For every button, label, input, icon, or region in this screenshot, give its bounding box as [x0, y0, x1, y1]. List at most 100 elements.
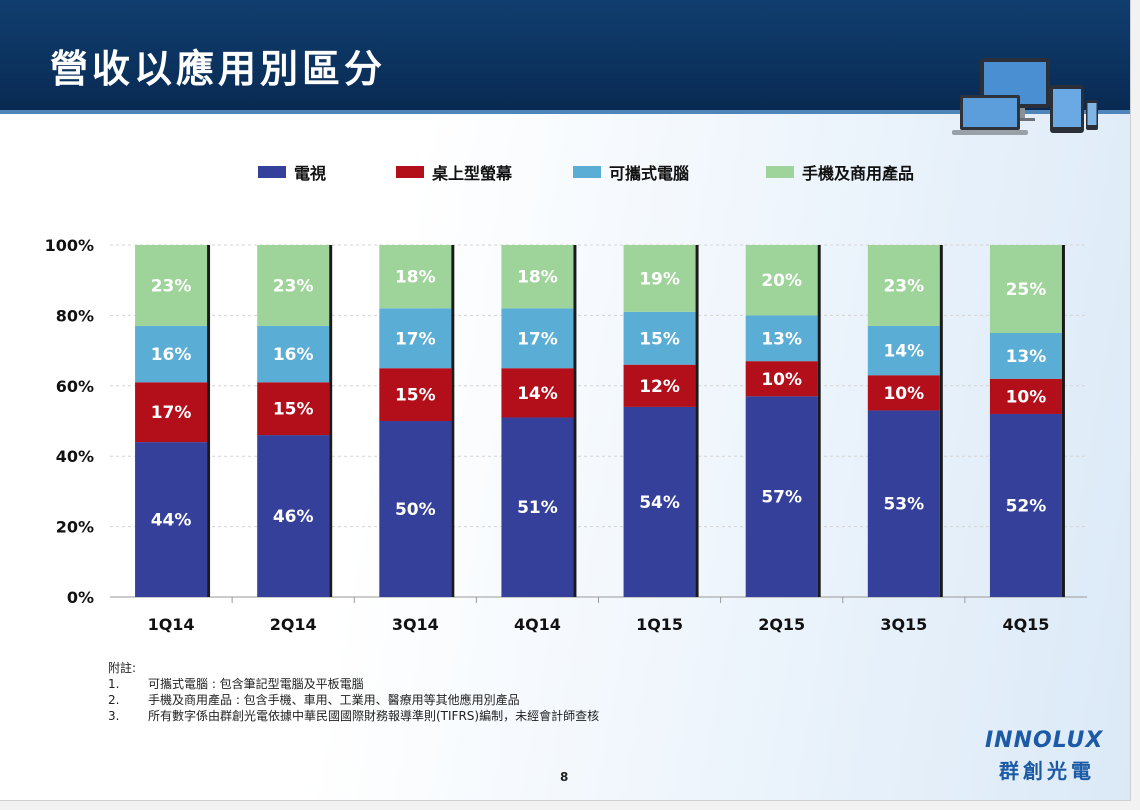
- x-tick-label: 1Q14: [148, 615, 195, 634]
- legend-label-mobile-commercial: 手機及商用產品: [802, 164, 915, 183]
- bar-segment: [379, 368, 452, 421]
- data-label: 23%: [151, 276, 192, 296]
- devices-icon: [952, 58, 1098, 135]
- y-tick-label: 80%: [56, 306, 94, 325]
- bar-segment: [379, 421, 452, 597]
- bar-shadow: [695, 245, 699, 597]
- bar-segment: [379, 245, 452, 309]
- data-label: 57%: [761, 488, 802, 508]
- data-label: 18%: [395, 268, 436, 288]
- company-logo: INNOLUX 群創光電: [985, 728, 1105, 788]
- page-number: 8: [560, 770, 569, 784]
- logo-wordmark: INNOLUX: [985, 728, 1104, 753]
- data-label: 54%: [639, 493, 680, 513]
- x-tick-label: 2Q14: [270, 615, 317, 634]
- bar-segment: [257, 382, 330, 436]
- footnote-2: 2. 手機及商用產品 : 包含手機、車用、工業用、醫療用等其他應用別產品: [108, 692, 599, 708]
- bar-segment: [867, 245, 940, 326]
- data-label: 10%: [761, 370, 802, 390]
- legend-label-portable: 可攜式電腦: [609, 164, 690, 183]
- legend-label-monitor: 桌上型螢幕: [432, 164, 513, 183]
- bar-segment: [379, 308, 452, 369]
- footnote-number: 1.: [108, 677, 120, 691]
- data-label: 16%: [151, 345, 192, 365]
- data-label: 23%: [883, 276, 924, 296]
- x-tick-label: 4Q14: [514, 615, 561, 634]
- legend-label-tv: 電視: [294, 164, 327, 183]
- footnote-number: 2.: [108, 693, 120, 707]
- bar-segment: [989, 378, 1062, 414]
- bar-segment: [135, 325, 208, 383]
- data-label: 17%: [151, 403, 192, 423]
- data-label: 23%: [273, 276, 314, 296]
- stacked-bar-chart: 0% 20% 40% 60% 80% 100% 44% 17% 16% 23% 1Q14 46% 15%…: [45, 236, 1087, 634]
- bar-segment: [501, 417, 574, 597]
- data-label: 25%: [1006, 280, 1047, 300]
- data-label: 50%: [395, 500, 436, 520]
- bar-segment: [989, 413, 1062, 597]
- x-tick-label: 3Q15: [880, 615, 927, 634]
- legend-item-mobile-commercial: 手機及商用產品: [766, 160, 914, 184]
- data-label: 44%: [151, 511, 192, 531]
- legend-item-monitor: 桌上型螢幕: [396, 160, 512, 184]
- bar-segment: [257, 325, 330, 383]
- data-label: 20%: [761, 271, 802, 291]
- bar-segment: [501, 368, 574, 418]
- bar-segment: [745, 361, 818, 397]
- bar-segment: [745, 245, 818, 316]
- footnote-number: 3.: [108, 709, 120, 723]
- bar-shadow: [207, 245, 211, 597]
- data-label: 17%: [395, 329, 436, 349]
- y-tick-label: 40%: [56, 447, 94, 466]
- legend-swatch-tv: [258, 166, 286, 178]
- bar-segment: [623, 311, 696, 365]
- footnote-text: 手機及商用產品 : 包含手機、車用、工業用、醫療用等其他應用別產品: [148, 693, 520, 707]
- bar-segment: [867, 375, 940, 411]
- legend-item-portable: 可攜式電腦: [573, 160, 689, 184]
- bar-segment: [623, 406, 696, 597]
- data-label: 12%: [639, 377, 680, 397]
- data-label: 16%: [273, 345, 314, 365]
- data-label: 51%: [517, 498, 558, 518]
- legend-swatch-portable: [573, 166, 601, 178]
- y-tick-label: 0%: [67, 588, 94, 607]
- bar-shadow: [1061, 245, 1065, 597]
- logo-chinese-name: 群創光電: [999, 759, 1095, 783]
- bar-segment: [745, 396, 818, 597]
- bar-segment: [257, 245, 330, 326]
- legend-swatch-mobile-commercial: [766, 166, 794, 178]
- bar-shadow: [329, 245, 333, 597]
- title-banner: [0, 0, 1130, 110]
- bar-segment: [501, 308, 574, 369]
- bar-segment: [745, 315, 818, 362]
- data-label: 13%: [761, 329, 802, 349]
- data-label: 15%: [639, 329, 680, 349]
- data-label: 52%: [1006, 496, 1047, 516]
- data-label: 53%: [883, 495, 924, 515]
- bar-segment: [135, 442, 208, 597]
- y-tick-label: 100%: [45, 236, 94, 255]
- chart-legend: 電視 桌上型螢幕 可攜式電腦 手機及商用產品: [0, 160, 1130, 184]
- footnotes: 附註: 1. 可攜式電腦 : 包含筆記型電腦及平板電腦 2. 手機及商用產品 :…: [108, 660, 599, 724]
- data-label: 14%: [883, 342, 924, 362]
- data-label: 17%: [517, 329, 558, 349]
- data-label: 10%: [883, 384, 924, 404]
- data-label: 15%: [395, 386, 436, 406]
- x-tick-label: 3Q14: [392, 615, 439, 634]
- bar-segment: [623, 364, 696, 407]
- bar-shadow: [817, 245, 821, 597]
- banner-divider: [0, 110, 1130, 114]
- x-tick-label: 4Q15: [1002, 615, 1049, 634]
- data-label: 19%: [639, 269, 680, 289]
- data-label: 15%: [273, 400, 314, 420]
- data-label: 14%: [517, 384, 558, 404]
- bar-segment: [501, 245, 574, 309]
- bar-segment: [257, 435, 330, 597]
- bar-segment: [989, 333, 1062, 379]
- bar-segment: [135, 382, 208, 443]
- y-tick-label: 20%: [56, 518, 94, 537]
- bar-segment: [989, 245, 1062, 333]
- data-label: 13%: [1006, 347, 1047, 367]
- bar-segment: [867, 325, 940, 376]
